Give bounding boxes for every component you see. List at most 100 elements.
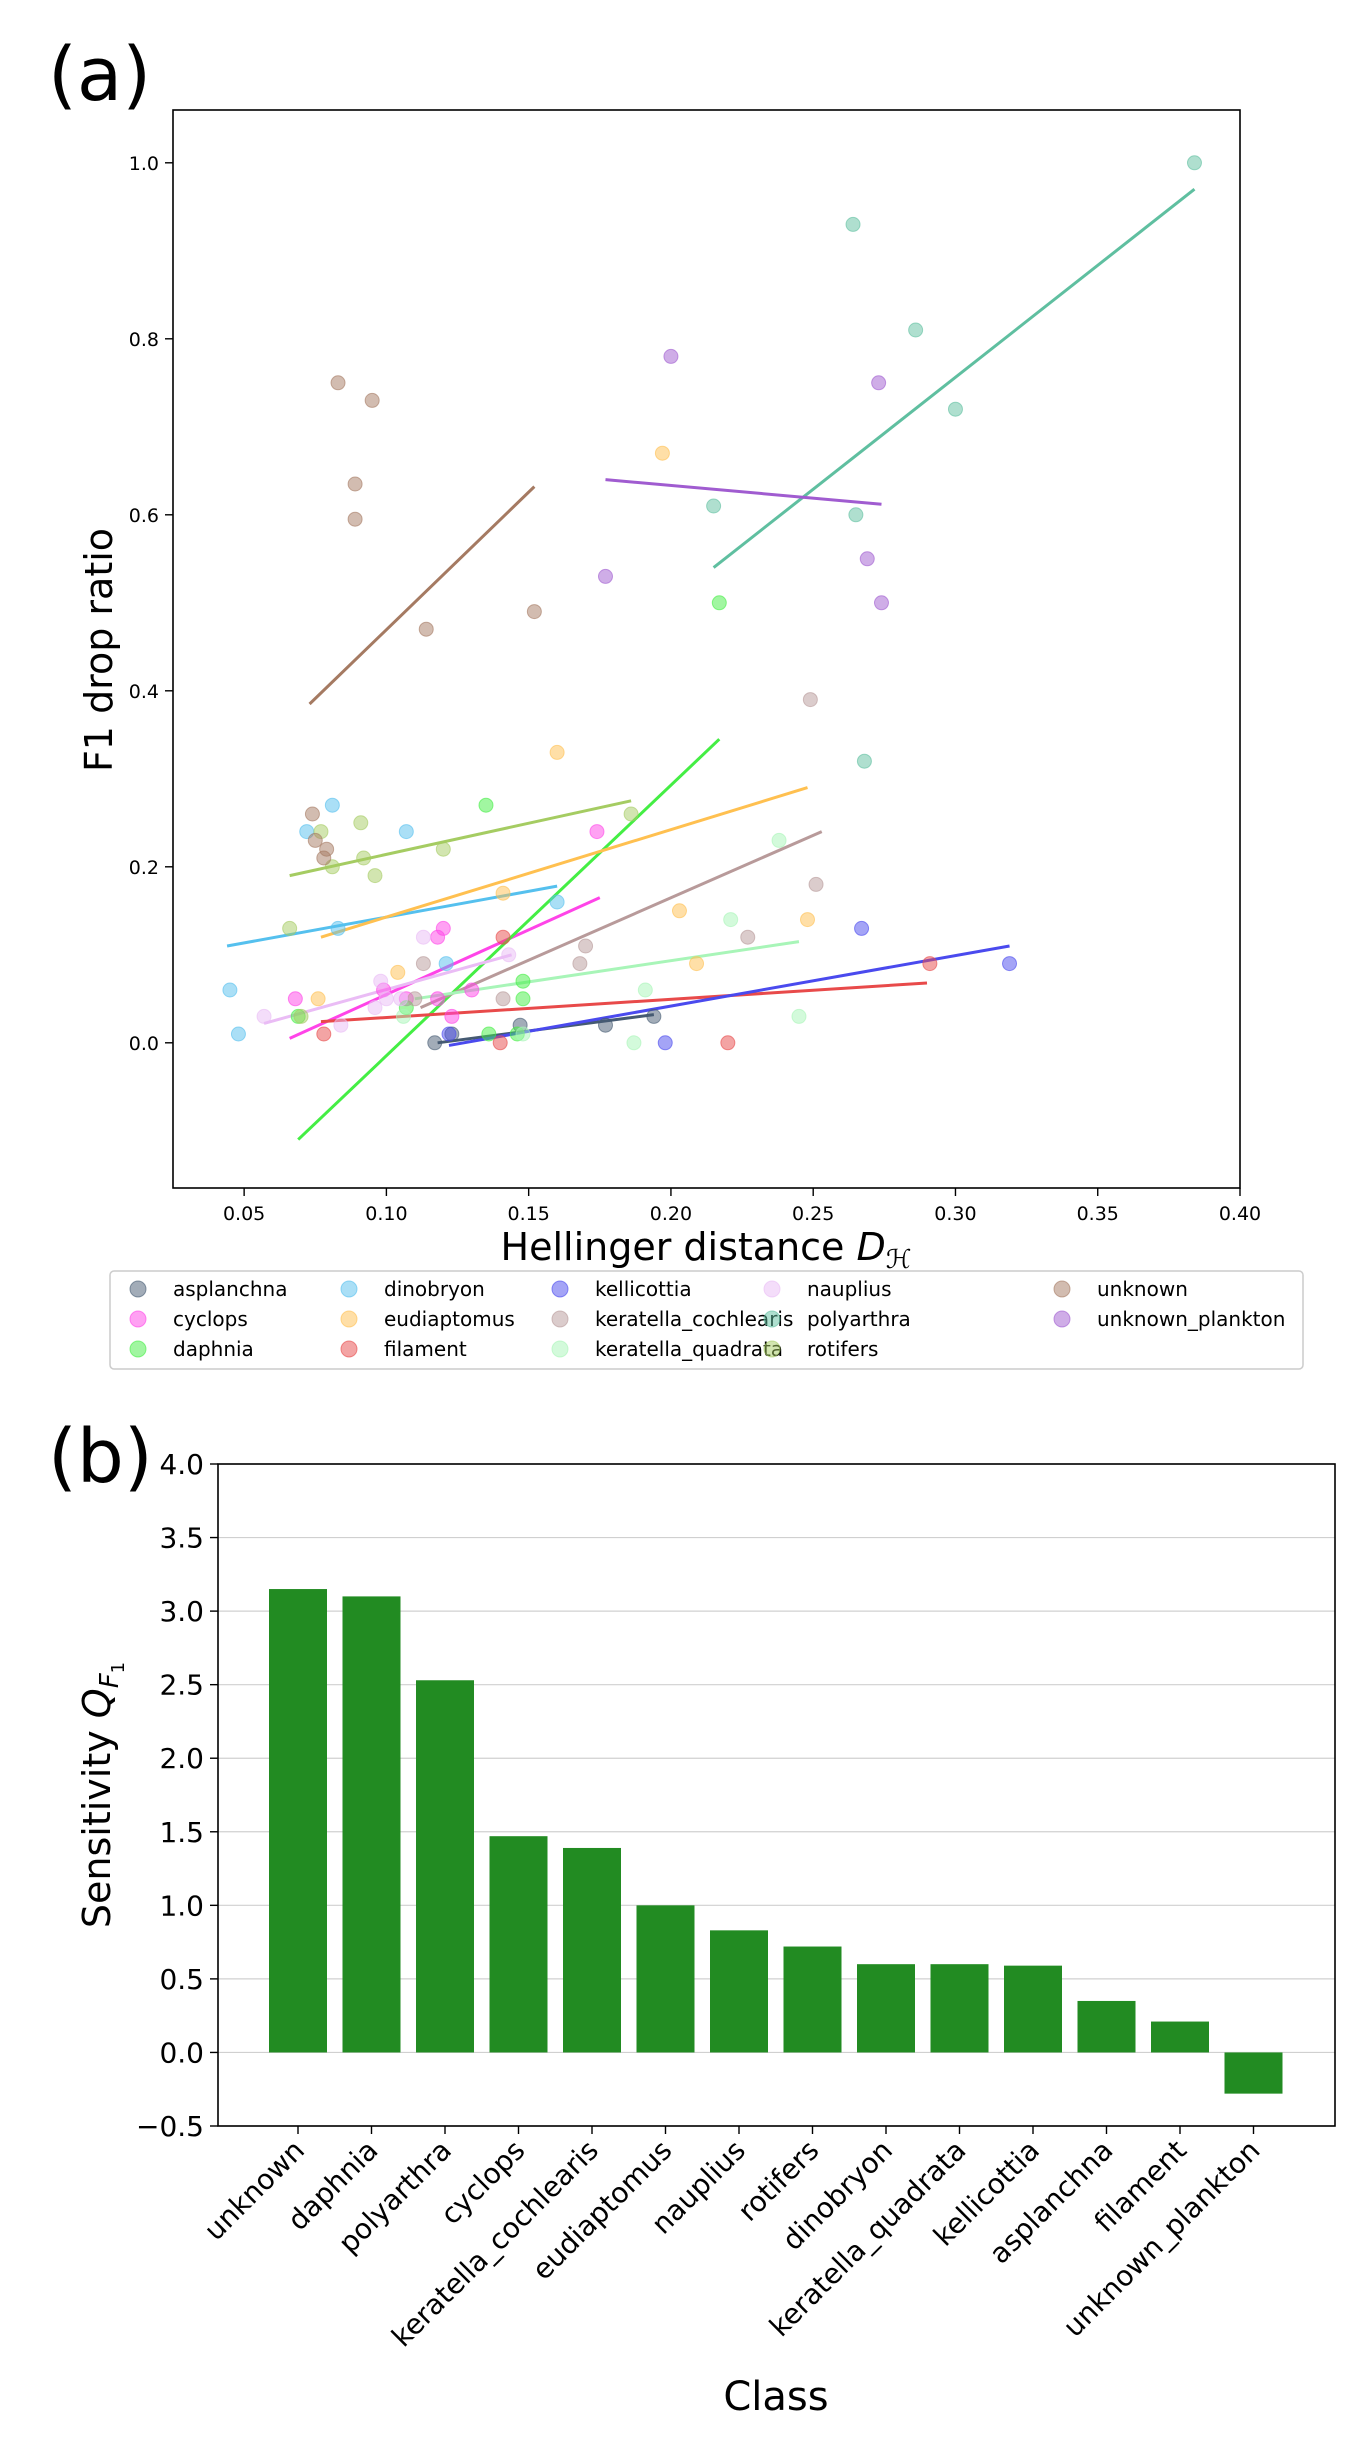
- point-unknown_plankton: [597, 568, 613, 584]
- legend-marker-nauplius: [763, 1280, 781, 1298]
- point-keratella_cochlearis: [578, 938, 594, 954]
- x-tick-label: 0.25: [792, 1203, 834, 1225]
- point-unknown_plankton: [871, 375, 887, 391]
- point-polyarthra: [856, 753, 872, 769]
- legend-label: rotifers: [807, 1337, 878, 1361]
- y-tick-label: 0.4: [129, 681, 159, 703]
- point-nauplius: [378, 991, 394, 1007]
- panel-a-label: (a): [48, 32, 151, 118]
- x-tick-label: 0.20: [650, 1203, 692, 1225]
- point-kellicottia: [1002, 956, 1018, 972]
- legend-label: nauplius: [807, 1277, 892, 1301]
- point-eudiaptomus: [671, 903, 687, 919]
- y-tick-label: 4.0: [159, 1448, 204, 1481]
- y-axis-label-b-subscript: F: [95, 1672, 125, 1688]
- x-tick-label: 0.10: [365, 1203, 407, 1225]
- legend-marker-unknown_plankton: [1053, 1310, 1071, 1328]
- y-axis-label-b-symbol: Q: [75, 1688, 119, 1718]
- bar-unknown_plankton: [1224, 2052, 1283, 2094]
- point-filament: [495, 929, 511, 945]
- x-tick-label: 0.35: [1077, 1203, 1119, 1225]
- point-keratella_cochlearis: [415, 956, 431, 972]
- legend-marker-unknown: [1053, 1280, 1071, 1298]
- y-axis-label-b-prefix: Sensitivity: [75, 1718, 119, 1928]
- y-tick-label: 1.0: [129, 153, 159, 175]
- point-dinobryon: [222, 982, 238, 998]
- point-unknown: [347, 511, 363, 527]
- bar-polyarthra: [416, 1680, 474, 2053]
- legend-marker-rotifers: [763, 1340, 781, 1358]
- legend-marker-keratella_quadrata: [551, 1340, 569, 1358]
- point-nauplius: [393, 991, 409, 1007]
- legend-marker-eudiaptomus: [340, 1310, 358, 1328]
- point-cyclops: [444, 1008, 460, 1024]
- legend-marker-dinobryon: [340, 1280, 358, 1298]
- point-cyclops: [435, 920, 451, 936]
- point-unknown_plankton: [859, 551, 875, 567]
- point-keratella_cochlearis: [802, 692, 818, 708]
- point-eudiaptomus: [654, 445, 670, 461]
- point-keratella_cochlearis: [572, 956, 588, 972]
- x-tick-label: 0.15: [508, 1203, 550, 1225]
- legend-frame: [109, 1270, 1304, 1370]
- legend-marker-polyarthra: [763, 1310, 781, 1328]
- y-tick-label: 0.6: [129, 505, 159, 527]
- y-tick-label: 0.2: [129, 857, 159, 879]
- x-axis-label-a-prefix: Hellinger distance: [501, 1225, 857, 1269]
- bar-kellicottia: [1004, 1965, 1062, 2053]
- point-kellicottia: [657, 1035, 673, 1051]
- y-axis-label-b: Sensitivity QF1: [75, 1662, 129, 1928]
- point-rotifers: [353, 815, 369, 831]
- bar-keratella_quadrata: [930, 1964, 989, 2053]
- y-axis-label-a: F1 drop ratio: [77, 528, 121, 772]
- y-tick-label: 2.5: [159, 1669, 204, 1702]
- point-polyarthra: [947, 401, 963, 417]
- fit-line-filament: [320, 981, 928, 1024]
- plot-a-frame: [172, 109, 1241, 1189]
- point-eudiaptomus: [390, 964, 406, 980]
- point-keratella_cochlearis: [808, 876, 824, 892]
- point-filament: [492, 1035, 508, 1051]
- legend-marker-asplanchna: [129, 1280, 147, 1298]
- point-eudiaptomus: [495, 885, 511, 901]
- bar-dinobryon: [857, 1964, 915, 2053]
- bar-filament: [1151, 2021, 1209, 2053]
- y-tick-label: 3.5: [159, 1522, 204, 1555]
- point-nauplius: [367, 1000, 383, 1016]
- x-axis-ticks: 0.05 0.10 0.15 0.20 0.25 0.30 0.35 0.40: [223, 1188, 1261, 1225]
- bar-keratella_cochlearis: [563, 1847, 621, 2053]
- x-axis-label-a: Hellinger distance Dℋ: [501, 1225, 912, 1275]
- point-nauplius: [256, 1008, 272, 1024]
- point-unknown: [307, 832, 323, 848]
- point-keratella_cochlearis: [740, 929, 756, 945]
- point-cyclops: [589, 824, 605, 840]
- fit-line-unknown: [308, 485, 536, 706]
- fit-line-kellicottia: [448, 944, 1010, 1047]
- point-keratella_quadrata: [637, 982, 653, 998]
- x-axis-label-a-subscript: ℋ: [886, 1245, 912, 1275]
- legend-label: keratella_cochlearis: [595, 1307, 793, 1331]
- point-daphnia: [481, 1026, 497, 1042]
- legend-label: filament: [384, 1337, 467, 1361]
- y-axis-ticks-b: −0.5 0.0 0.5 1.0 1.5 2.0 2.5 3.0 3.5 4.0: [136, 1448, 218, 2143]
- point-eudiaptomus: [689, 956, 705, 972]
- point-cyclops: [464, 982, 480, 998]
- legend-label: unknown_plankton: [1097, 1307, 1285, 1331]
- legend: asplanchna cyclops daphnia dinobryon eudiapt…: [109, 1270, 1304, 1370]
- point-rotifers: [623, 806, 639, 822]
- point-daphnia: [711, 595, 727, 611]
- bar-nauplius: [710, 1930, 768, 2053]
- y-tick-label: 0.0: [159, 2036, 204, 2069]
- x-axis-label-b: Class: [723, 2374, 828, 2420]
- y-axis-label-b-subsubscript: 1: [108, 1662, 129, 1673]
- point-daphnia: [515, 991, 531, 1007]
- point-daphnia: [515, 973, 531, 989]
- legend-label: polyarthra: [807, 1307, 911, 1331]
- point-rotifers: [367, 868, 383, 884]
- point-dinobryon: [438, 956, 454, 972]
- y-tick-label: 1.0: [159, 1889, 204, 1922]
- x-tick-label: 0.05: [223, 1203, 265, 1225]
- point-cyclops: [430, 991, 446, 1007]
- point-unknown: [304, 806, 320, 822]
